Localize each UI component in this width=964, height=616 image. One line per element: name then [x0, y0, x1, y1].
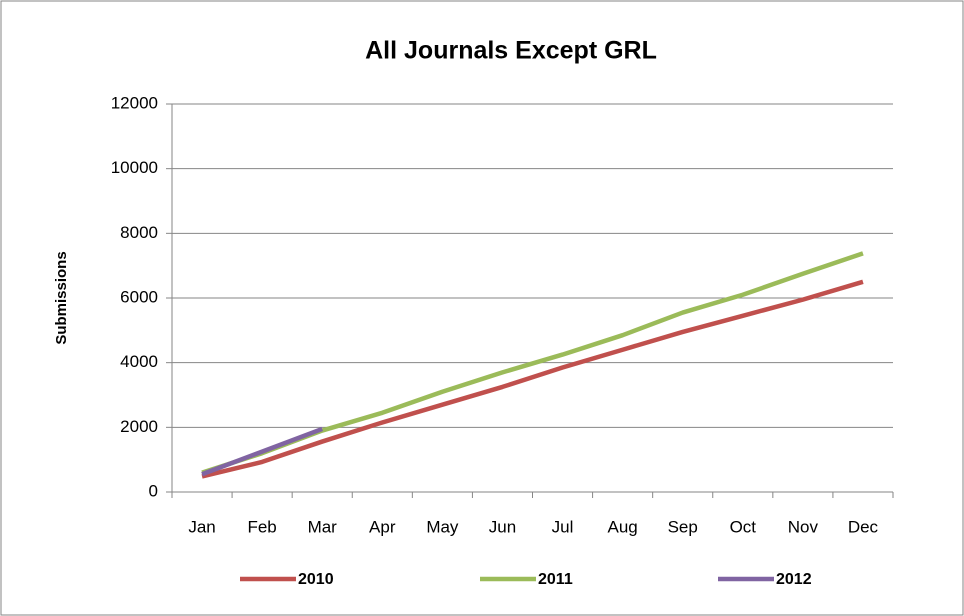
y-tick-label: 0: [149, 481, 158, 500]
x-tick-label: Sep: [668, 517, 698, 536]
y-tick-label: 6000: [120, 287, 158, 306]
x-tick-label: Jan: [188, 517, 215, 536]
chart-title: All Journals Except GRL: [365, 37, 657, 65]
legend-label: 2010: [298, 571, 334, 588]
x-tick-label: Jun: [489, 517, 516, 536]
x-tick-label: Feb: [247, 517, 276, 536]
y-tick-label: 4000: [120, 352, 158, 371]
x-tick-label: May: [426, 517, 459, 536]
series-line: [201, 426, 324, 477]
x-tick-label: Mar: [308, 517, 338, 536]
legend-label: 2012: [776, 571, 812, 588]
y-tick-label: 2000: [120, 417, 158, 436]
y-tick-label: 10000: [111, 158, 158, 177]
legend-label: 2011: [538, 571, 573, 588]
y-tick-label: 12000: [111, 93, 158, 112]
x-tick-label: Nov: [788, 517, 819, 536]
x-tick-label: Oct: [730, 517, 757, 536]
y-tick-label: 8000: [120, 223, 158, 242]
x-tick-label: Apr: [369, 517, 396, 536]
series-line: [201, 279, 864, 479]
x-tick-label: Dec: [848, 517, 879, 536]
x-tick-label: Aug: [608, 517, 638, 536]
y-axis-label: Submissions: [53, 251, 70, 344]
x-tick-label: Jul: [552, 517, 574, 536]
